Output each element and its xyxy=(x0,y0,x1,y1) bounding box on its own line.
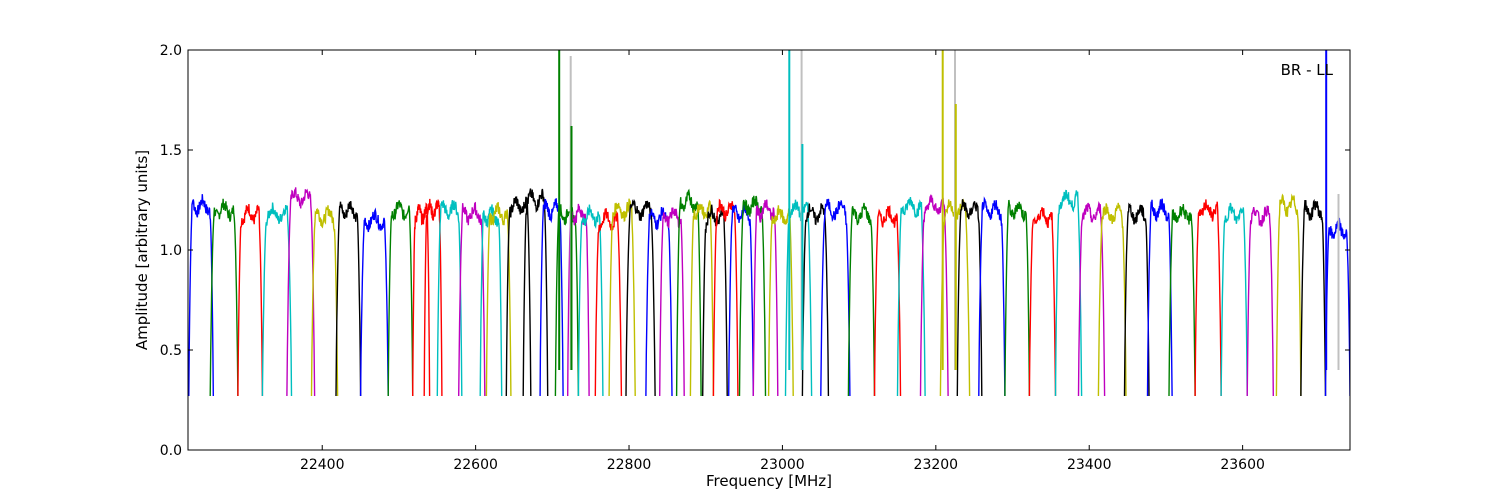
band-series-17 xyxy=(522,188,549,397)
band-series-57 xyxy=(1300,198,1327,397)
y-tick-label-5: 2.0 xyxy=(160,43,182,59)
band-series-52 xyxy=(1168,203,1196,397)
x-tick-label-2: 22600 xyxy=(453,457,498,473)
band-series-54 xyxy=(1220,202,1248,397)
band-series-3 xyxy=(237,203,264,397)
band-series-8 xyxy=(359,207,389,397)
band-series-11 xyxy=(423,198,443,397)
x-tick-label-4: 23000 xyxy=(760,457,805,473)
band-series-5 xyxy=(286,187,316,397)
x-tick-label-3: 22800 xyxy=(607,457,652,473)
band-series-14 xyxy=(479,204,503,397)
band-series-49 xyxy=(1097,202,1127,397)
band-series-50 xyxy=(1123,202,1150,397)
plot-area xyxy=(188,50,1350,397)
band-series-32 xyxy=(738,195,767,397)
band-series-7 xyxy=(335,201,362,397)
band-series-40 xyxy=(896,197,926,397)
band-series-15 xyxy=(485,202,512,397)
x-axis-label: Frequency [MHz] xyxy=(706,472,832,490)
x-tick-label-7: 23600 xyxy=(1220,457,1265,473)
band-series-4 xyxy=(261,202,293,397)
band-series-44 xyxy=(978,196,1006,397)
band-series-6 xyxy=(310,205,339,397)
band-series-1 xyxy=(188,194,214,397)
band-series-46 xyxy=(1028,207,1057,397)
band-series-33 xyxy=(752,199,779,397)
band-series-38 xyxy=(847,202,876,397)
band-series-45 xyxy=(1004,199,1031,397)
ticks-layer: 22400 22600 22800 23000 23200 23400 23600 0.0 0.… xyxy=(160,43,1350,473)
band-series-27 xyxy=(675,188,702,397)
baseline-annotation: BR - LL xyxy=(1281,61,1334,79)
band-series-10 xyxy=(412,202,431,397)
x-tick-label-1: 22400 xyxy=(300,457,345,473)
band-series-37 xyxy=(820,198,851,397)
x-tick-label-6: 23400 xyxy=(1067,457,1112,473)
band-series-21 xyxy=(577,204,604,397)
x-tick-label-5: 23200 xyxy=(914,457,959,473)
band-series-55 xyxy=(1246,205,1275,397)
band-series-9 xyxy=(387,200,414,397)
series-layer xyxy=(188,50,1350,397)
y-tick-label-2: 0.5 xyxy=(160,343,182,359)
band-series-47 xyxy=(1054,189,1083,397)
band-series-56 xyxy=(1275,193,1302,397)
band-series-22 xyxy=(594,208,623,397)
band-series-13 xyxy=(458,201,486,397)
y-tick-label-1: 0.0 xyxy=(160,443,182,459)
y-tick-label-4: 1.5 xyxy=(160,143,182,159)
band-series-51 xyxy=(1146,198,1173,397)
band-series-48 xyxy=(1077,200,1106,397)
band-series-39 xyxy=(873,205,902,397)
band-series-28 xyxy=(689,199,715,397)
band-series-26 xyxy=(659,207,685,397)
y-axis-label: Amplitude [arbitrary units] xyxy=(133,150,151,350)
band-series-2 xyxy=(209,198,239,397)
band-series-36 xyxy=(801,203,830,397)
band-series-53 xyxy=(1194,199,1222,397)
y-tick-label-3: 1.0 xyxy=(160,243,182,259)
band-series-29 xyxy=(702,204,728,397)
band-series-12 xyxy=(436,200,463,397)
band-series-43 xyxy=(956,199,983,397)
band-series-31 xyxy=(728,202,754,397)
band-series-16 xyxy=(505,195,532,397)
